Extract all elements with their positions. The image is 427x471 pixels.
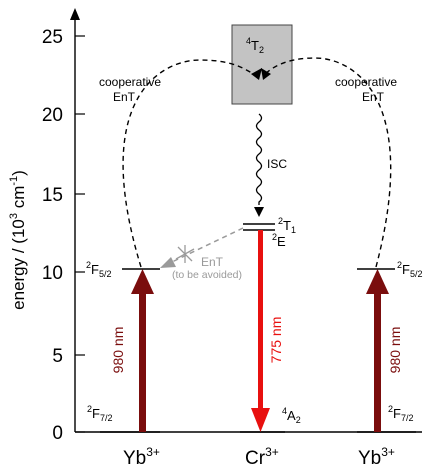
ion-label-yb-right: Yb3+ xyxy=(358,445,395,469)
cr-t2-band xyxy=(231,24,293,105)
yb-left-excited-term: 2F5/2 xyxy=(86,260,111,279)
avoided-ent-line xyxy=(171,227,244,263)
coop-left-label-line2: EnT xyxy=(113,90,136,104)
ion-label-cr: Cr3+ xyxy=(245,445,279,469)
yb-right-ground-term: 2F7/2 xyxy=(388,404,413,423)
coop-ent-right-curve xyxy=(264,57,392,268)
abs-left-label: 980 nm xyxy=(110,327,126,374)
isc-wavy-arrow xyxy=(255,113,263,205)
y-tick-label-0: 0 xyxy=(52,423,63,444)
y-tick-label-25: 25 xyxy=(42,27,63,48)
emission-label: 775 nm xyxy=(268,317,284,364)
y-tick-label-10: 10 xyxy=(42,263,63,284)
cr-e-term: 2E xyxy=(272,232,286,249)
isc-arrowhead xyxy=(254,207,264,217)
isc-label: ISC xyxy=(267,157,287,171)
avoided-cross-icon xyxy=(175,245,195,263)
cr-ground-term: 4A2 xyxy=(282,406,301,425)
cr-t2-term: 4T2 xyxy=(246,36,264,55)
y-ticks xyxy=(75,35,85,433)
cr-t1-term: 2T1 xyxy=(278,216,296,235)
emission-arrow xyxy=(251,230,270,432)
coop-left-label-line1: cooperative xyxy=(99,75,161,89)
y-axis-title: energy / (103 cm-1) xyxy=(8,170,28,310)
abs-right-arrow xyxy=(366,269,389,432)
coop-right-label-line1: cooperative xyxy=(335,75,397,89)
y-tick-label-5: 5 xyxy=(52,346,63,367)
coop-ent-left-arrowhead xyxy=(251,68,262,80)
coop-right-label-line2: EnT xyxy=(362,90,385,104)
y-axis-arrowhead xyxy=(70,8,80,20)
yb-left-ground-term: 2F7/2 xyxy=(87,404,112,423)
avoided-ent-arrowhead xyxy=(160,257,176,268)
y-tick-label-20: 20 xyxy=(42,105,63,126)
abs-right-label: 980 nm xyxy=(387,327,403,374)
ion-label-yb-left: Yb3+ xyxy=(123,445,160,469)
abs-left-arrow xyxy=(131,269,154,432)
y-tick-label-15: 15 xyxy=(42,185,63,206)
yb-right-excited-term: 2F5/2 xyxy=(397,260,422,279)
avoided-ent-note: (to be avoided) xyxy=(172,269,242,281)
coop-ent-left-curve xyxy=(122,59,255,268)
avoided-ent-label: EnT xyxy=(201,255,224,269)
coop-ent-right-arrowhead xyxy=(261,68,271,80)
